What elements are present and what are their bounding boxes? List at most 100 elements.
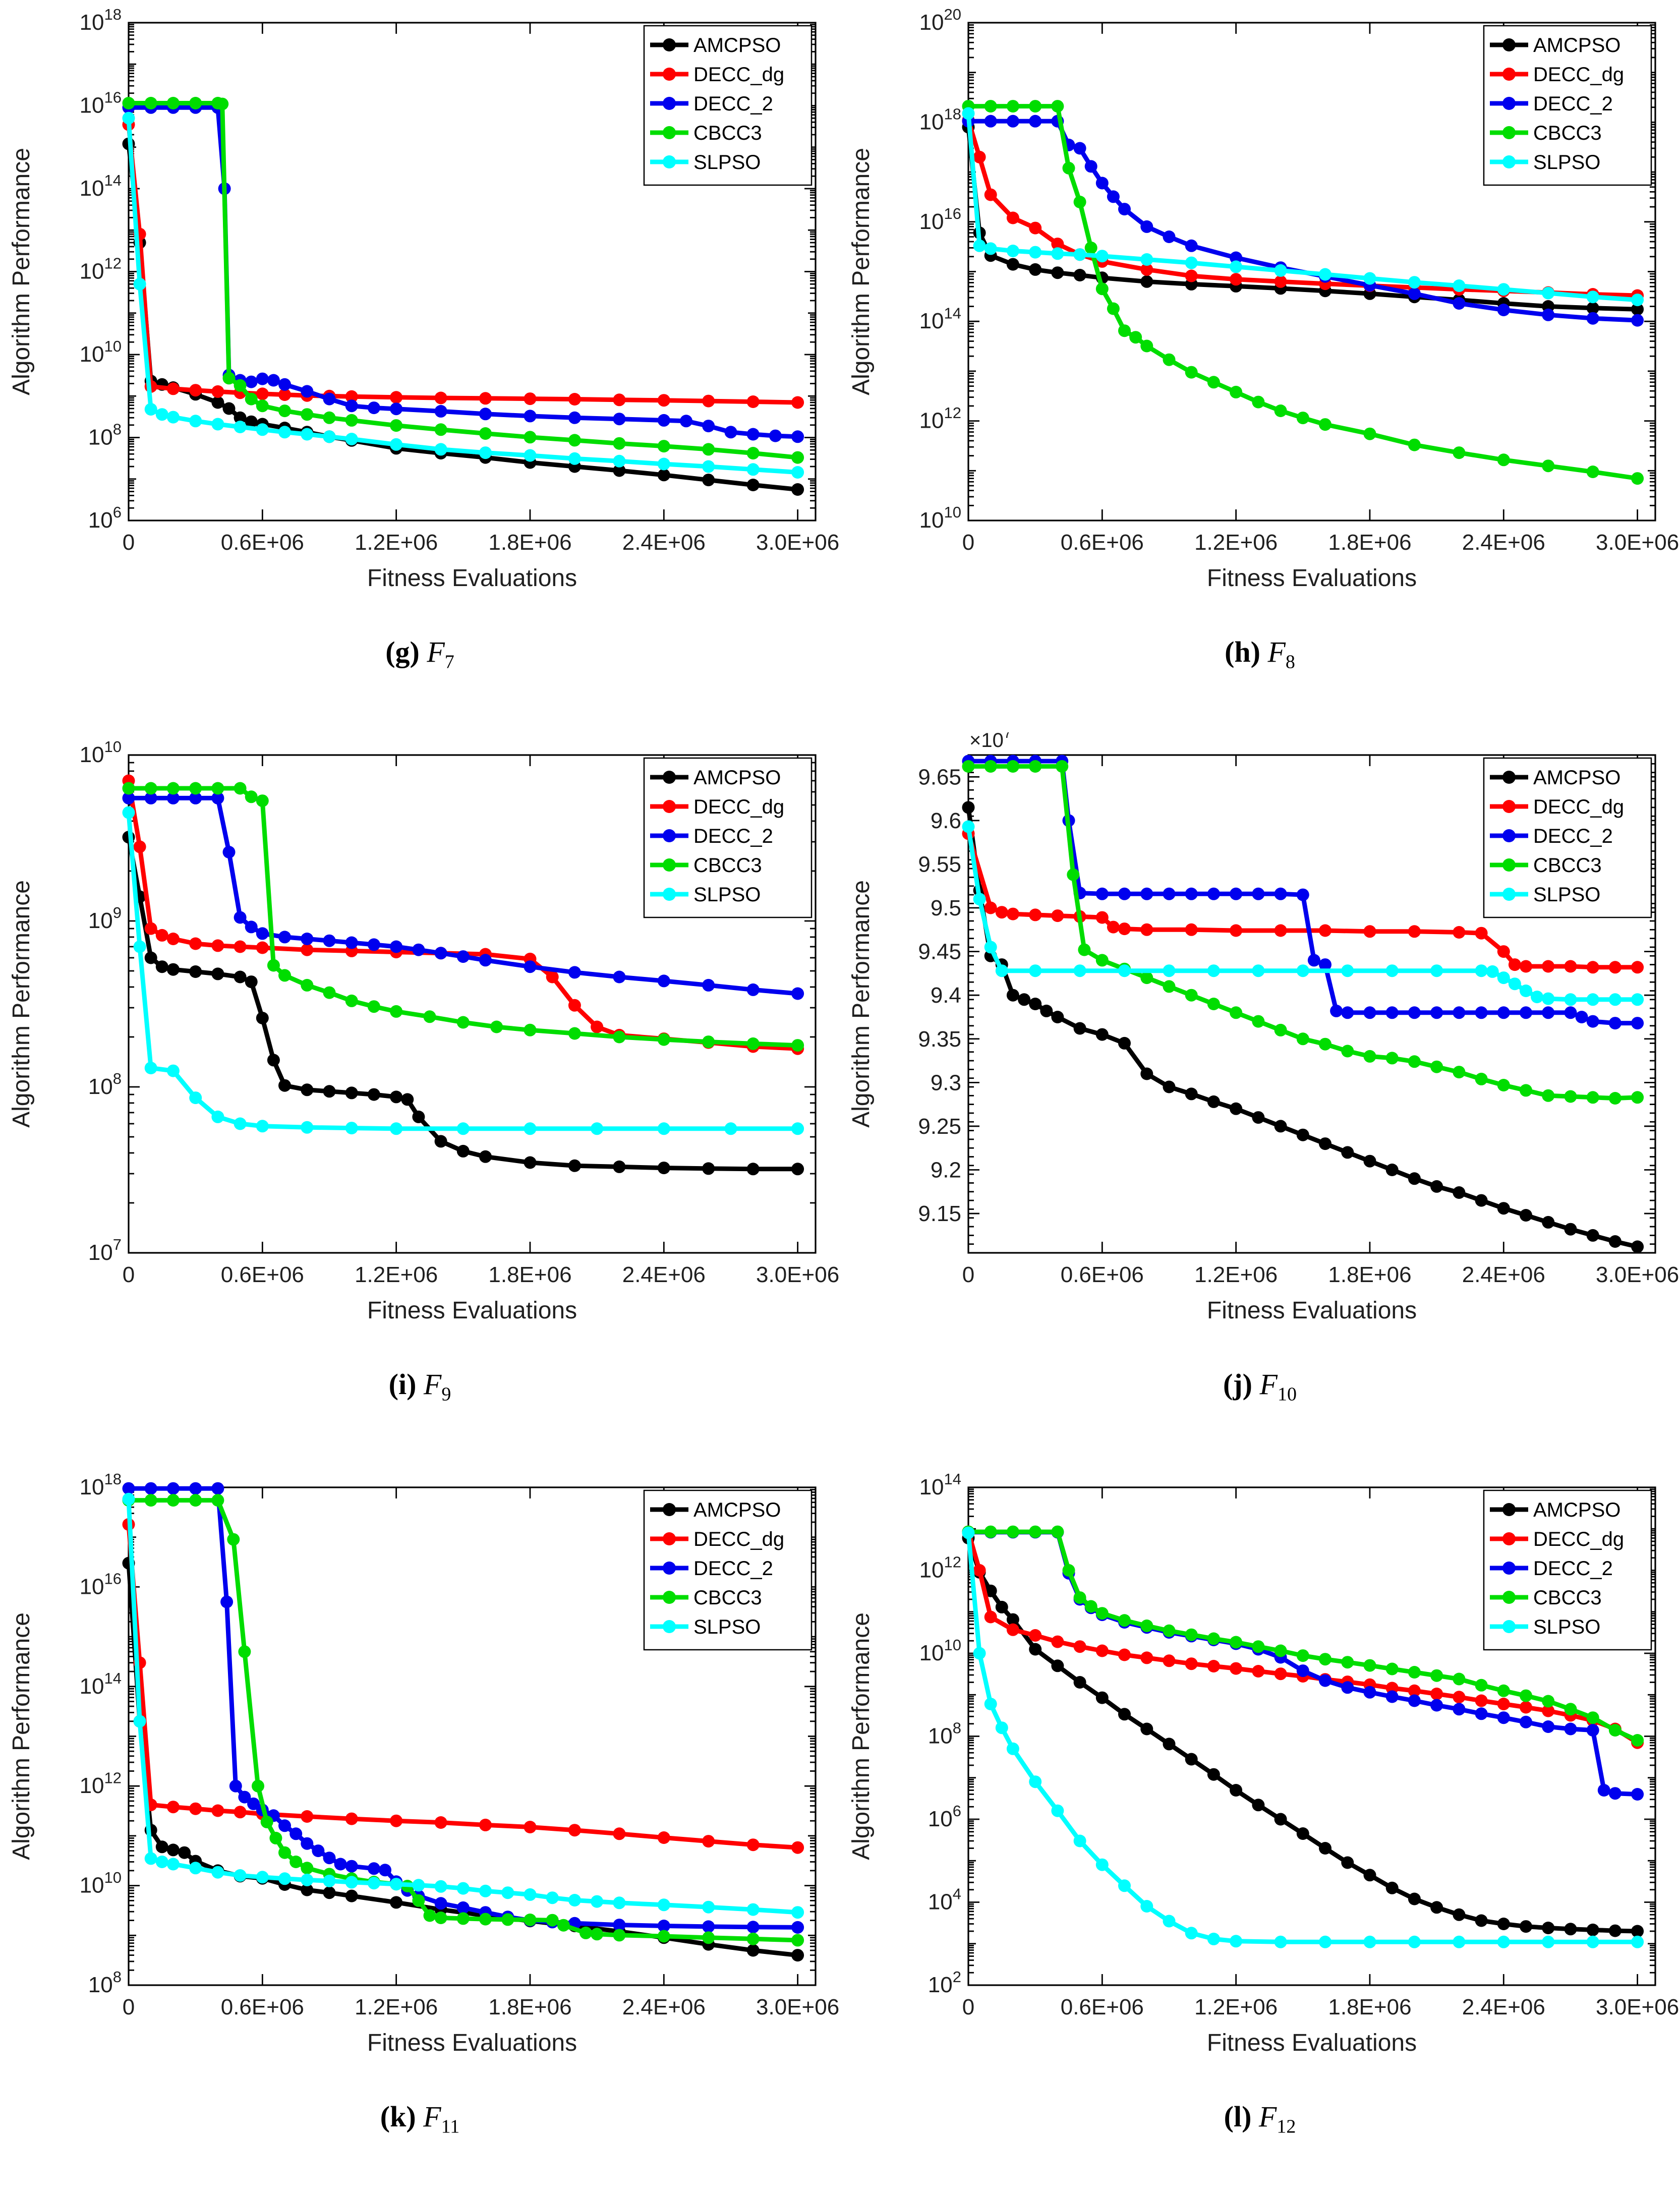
y-tick-label: 9.3 — [931, 1070, 961, 1095]
legend-label-CBCC3: CBCC3 — [1533, 122, 1602, 144]
series-markers-DECC_dg — [962, 827, 1644, 974]
series-markers-SLPSO — [122, 806, 804, 1135]
series-markers-SLPSO — [962, 820, 1644, 1006]
y-axis-label: Algorithm Performance — [848, 1612, 875, 1860]
legend-label-CBCC3: CBCC3 — [1533, 1587, 1602, 1609]
x-tick-label: 0.6E+06 — [221, 1262, 304, 1287]
series-markers-AMCPSO — [122, 831, 804, 1176]
legend-label-CBCC3: CBCC3 — [693, 122, 762, 144]
x-tick-label: 0 — [123, 1995, 135, 2019]
legend-marker-SLPSO — [1502, 1620, 1516, 1633]
caption-l: (l) F12 — [840, 2100, 1680, 2138]
legend-marker-SLPSO — [663, 155, 676, 168]
series-markers-AMCPSO — [962, 801, 1644, 1253]
y-tick-label: 1012 — [919, 404, 961, 433]
x-tick-label: 2.4E+06 — [622, 530, 706, 555]
x-tick-label: 1.8E+06 — [1328, 1262, 1411, 1287]
caption-function-subscript: 12 — [1277, 2116, 1296, 2137]
y-tick-label: 9.4 — [931, 983, 961, 1008]
caption-index: (i) — [388, 1368, 424, 1401]
legend: AMCPSO DECC_dg DECC_2 CBCC3 SLPSO — [1483, 25, 1652, 186]
legend-label-DECC_2: DECC_2 — [693, 1557, 773, 1580]
series-markers-DECC_2 — [122, 791, 804, 1000]
x-tick-label: 0.6E+06 — [1061, 1262, 1144, 1287]
legend-label-SLPSO: SLPSO — [693, 1616, 761, 1638]
legend-marker-CBCC3 — [1502, 858, 1516, 872]
y-tick-label: 9.35 — [918, 1027, 961, 1052]
legend-label-DECC_2: DECC_2 — [693, 825, 773, 847]
ticks-group — [967, 754, 1655, 1254]
caption-k: (k) F11 — [0, 2100, 840, 2138]
x-tick-label: 1.2E+06 — [1194, 530, 1278, 555]
caption-function-symbol: F — [427, 635, 445, 668]
x-axis-label: Fitness Evaluations — [367, 2030, 577, 2056]
caption-index: (g) — [385, 635, 427, 668]
legend-label-DECC_dg: DECC_dg — [1533, 1528, 1624, 1550]
y-tick-label: 9.65 — [918, 765, 961, 789]
series-markers-CBCC3 — [122, 782, 804, 1052]
y-tick-label: 1010 — [80, 337, 122, 367]
caption-g: (g) F7 — [0, 635, 840, 673]
y-tick-label: 109 — [88, 904, 122, 933]
legend-marker-CBCC3 — [663, 126, 676, 139]
legend-label-SLPSO: SLPSO — [1533, 151, 1600, 174]
legend: AMCPSO DECC_dg DECC_2 CBCC3 SLPSO — [643, 1489, 813, 1651]
legend-marker-CBCC3 — [1502, 126, 1516, 139]
series-markers-DECC_dg — [122, 1518, 804, 1854]
x-tick-label: 1.2E+06 — [355, 1262, 438, 1287]
legend-label-DECC_dg: DECC_dg — [693, 64, 784, 86]
chart-svg-l: 0 0.6E+06 1.2E+06 1.8E+06 2.4E+06 3.0E+06 102 1… — [848, 1470, 1679, 2056]
legend-marker-AMCPSO — [663, 771, 676, 784]
x-axis-label: Fitness Evaluations — [1207, 1297, 1417, 1324]
y-axis-label: Algorithm Performance — [848, 880, 875, 1128]
x-tick-label: 0 — [123, 530, 135, 555]
subplot-h: 0 0.6E+06 1.2E+06 1.8E+06 2.4E+06 3.0E+06 1010… — [840, 0, 1680, 732]
x-tick-label: 1.8E+06 — [1328, 1995, 1411, 2019]
subplot-j: 0 0.6E+06 1.2E+06 1.8E+06 2.4E+06 3.0E+06 9.15… — [840, 732, 1680, 1465]
legend-marker-AMCPSO — [663, 1503, 676, 1516]
y-tick-label: 108 — [88, 1968, 122, 1997]
x-tick-label: 3.0E+06 — [1596, 530, 1679, 555]
x-tick-label: 3.0E+06 — [756, 1995, 839, 2019]
y-tick-label: 9.45 — [918, 940, 961, 964]
x-tick-label: 1.8E+06 — [488, 1262, 571, 1287]
y-tick-label: 1016 — [80, 1570, 122, 1599]
legend-marker-AMCPSO — [663, 38, 676, 51]
caption-index: (h) — [1225, 635, 1268, 668]
caption-function-subscript: 7 — [444, 651, 454, 673]
chart-svg-j: 0 0.6E+06 1.2E+06 1.8E+06 2.4E+06 3.0E+06 9.15… — [848, 732, 1679, 1324]
x-tick-label: 0.6E+06 — [221, 1995, 304, 2019]
caption-function-symbol: F — [423, 2100, 441, 2133]
caption-function-symbol: F — [1267, 635, 1286, 668]
legend-marker-DECC_2 — [1502, 829, 1516, 842]
series-markers-AMCPSO — [962, 1532, 1644, 1938]
legend-label-DECC_2: DECC_2 — [1533, 1557, 1613, 1580]
series-markers-SLPSO — [962, 1526, 1644, 1948]
legend-label-SLPSO: SLPSO — [693, 151, 761, 174]
legend-label-AMCPSO: AMCPSO — [693, 1499, 781, 1521]
y-tick-label: 9.25 — [918, 1114, 961, 1139]
series-markers-DECC_dg — [122, 118, 804, 409]
legend-label-CBCC3: CBCC3 — [693, 854, 762, 877]
caption-function-subscript: 11 — [441, 2116, 460, 2137]
x-tick-label: 0.6E+06 — [221, 530, 304, 555]
x-axis-label: Fitness Evaluations — [1207, 565, 1417, 592]
legend-label-DECC_2: DECC_2 — [1533, 825, 1613, 847]
legend-marker-DECC_2 — [663, 1562, 676, 1575]
caption-function-subscript: 10 — [1277, 1383, 1297, 1405]
legend-label-DECC_2: DECC_2 — [1533, 93, 1613, 115]
legend: AMCPSO DECC_dg DECC_2 CBCC3 SLPSO — [643, 757, 813, 918]
legend-marker-CBCC3 — [663, 1591, 676, 1604]
subplot-i: 0 0.6E+06 1.2E+06 1.8E+06 2.4E+06 3.0E+06 107 1… — [0, 732, 840, 1465]
y-tick-label: 1010 — [919, 1636, 961, 1665]
x-tick-label: 1.8E+06 — [488, 530, 571, 555]
x-tick-label: 0.6E+06 — [1061, 1995, 1144, 2019]
subplot-l: 0 0.6E+06 1.2E+06 1.8E+06 2.4E+06 3.0E+06 102 1… — [840, 1465, 1680, 2197]
x-tick-label: 3.0E+06 — [1596, 1995, 1679, 2019]
legend-label-CBCC3: CBCC3 — [693, 1587, 762, 1609]
x-tick-label: 2.4E+06 — [1462, 530, 1545, 555]
legend-marker-SLPSO — [663, 888, 676, 901]
y-tick-label: 1012 — [80, 255, 122, 284]
legend: AMCPSO DECC_dg DECC_2 CBCC3 SLPSO — [1483, 1489, 1652, 1651]
legend-marker-AMCPSO — [1502, 1503, 1516, 1516]
